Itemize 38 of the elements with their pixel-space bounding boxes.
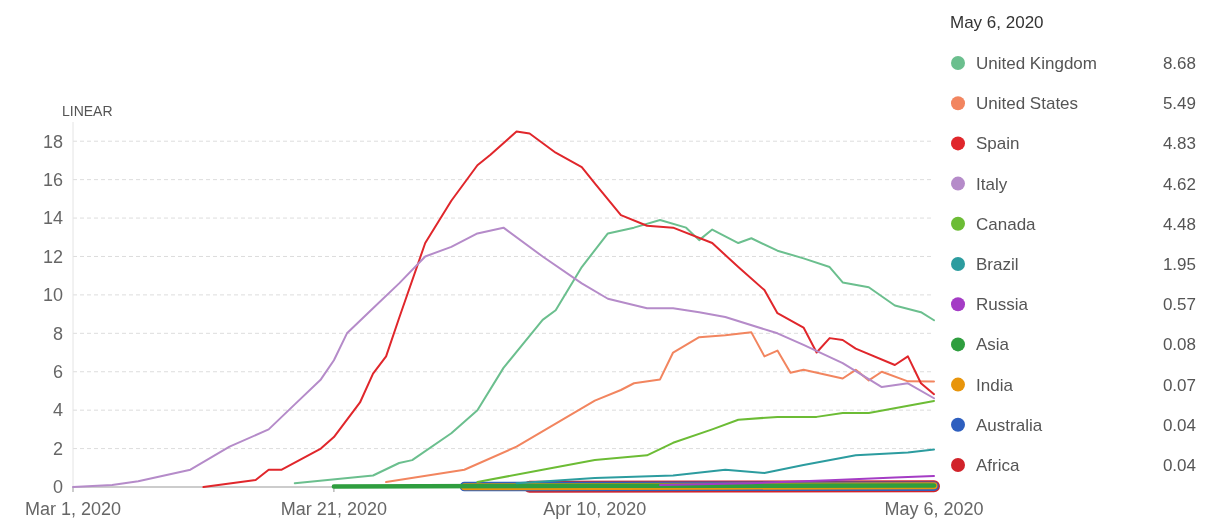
y-tick-label: 0 [52, 477, 63, 498]
text: 0.04 [1162, 455, 1196, 475]
legend-label: Italy [976, 174, 1008, 194]
text: LINEAR [62, 103, 113, 119]
legend-label: Canada [976, 214, 1037, 234]
legend-label: Australia [976, 415, 1043, 435]
legend-label: Asia [976, 335, 1010, 355]
y-tick-label: 2 [52, 438, 63, 459]
legend-label: United Kingdom [976, 53, 1097, 73]
x-tick-label: Mar 21, 2020 [280, 499, 387, 519]
y-tick-label: 18 [42, 131, 63, 152]
y-tick-label: 8 [52, 323, 63, 344]
y-tick-label: 16 [42, 169, 63, 190]
text: 0.04 [1162, 415, 1196, 435]
text: 0.57 [1162, 295, 1196, 315]
legend-label: United States [976, 94, 1079, 114]
text: 0.08 [1162, 335, 1196, 355]
y-tick-label: 6 [52, 362, 63, 383]
y-tick-label: 10 [42, 285, 63, 306]
x-tick-label: May 6, 2020 [884, 499, 984, 519]
text: 4.48 [1162, 214, 1196, 234]
text: 1.95 [1162, 254, 1196, 274]
text: 5.49 [1162, 94, 1196, 114]
x-tick-label: Mar 1, 2020 [24, 499, 122, 519]
legend-label: Africa [976, 455, 1020, 475]
legend-label: Spain [976, 134, 1020, 154]
legend-label: Russia [976, 295, 1029, 315]
text: 8.68 [1162, 53, 1196, 73]
legend-label: India [976, 375, 1014, 395]
text: 4.62 [1162, 174, 1196, 194]
y-tick-label: 12 [42, 246, 63, 267]
y-tick-label: 14 [42, 208, 63, 229]
text: 0.07 [1162, 375, 1196, 395]
text: 4.83 [1162, 134, 1196, 154]
legend-title: May 6, 2020 [950, 13, 1044, 32]
x-tick-label: Apr 10, 2020 [543, 499, 647, 519]
y-tick-label: 4 [52, 400, 63, 421]
legend-label: Brazil [976, 254, 1019, 274]
